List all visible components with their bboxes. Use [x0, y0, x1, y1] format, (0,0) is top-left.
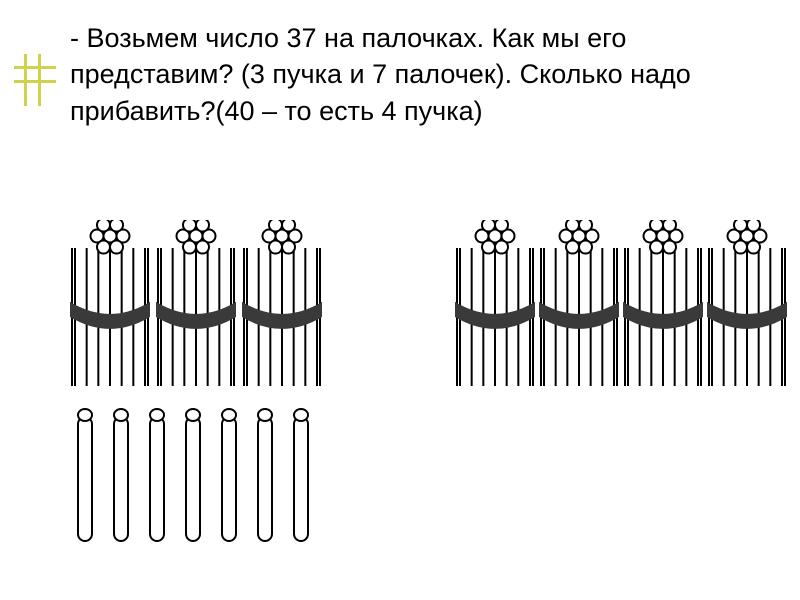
stick-icon	[183, 405, 203, 545]
bundle-icon	[242, 220, 322, 390]
bundle-icon	[70, 220, 150, 390]
body-text: - Возьмем число 37 на палочках. Как мы е…	[70, 20, 760, 129]
sticks-diagram	[0, 220, 800, 580]
stick-icon	[219, 405, 239, 545]
stick-icon	[75, 405, 95, 545]
stick-icon	[147, 405, 167, 545]
accent-icon	[14, 60, 56, 102]
bundle-icon	[707, 220, 787, 390]
loose-sticks-row	[75, 405, 311, 545]
right-bundle-group	[455, 220, 787, 390]
bundle-icon	[156, 220, 236, 390]
bundle-icon	[455, 220, 535, 390]
stick-icon	[111, 405, 131, 545]
bundle-icon	[539, 220, 619, 390]
stick-icon	[291, 405, 311, 545]
bundle-icon	[623, 220, 703, 390]
left-bundle-group	[70, 220, 322, 390]
stick-icon	[255, 405, 275, 545]
